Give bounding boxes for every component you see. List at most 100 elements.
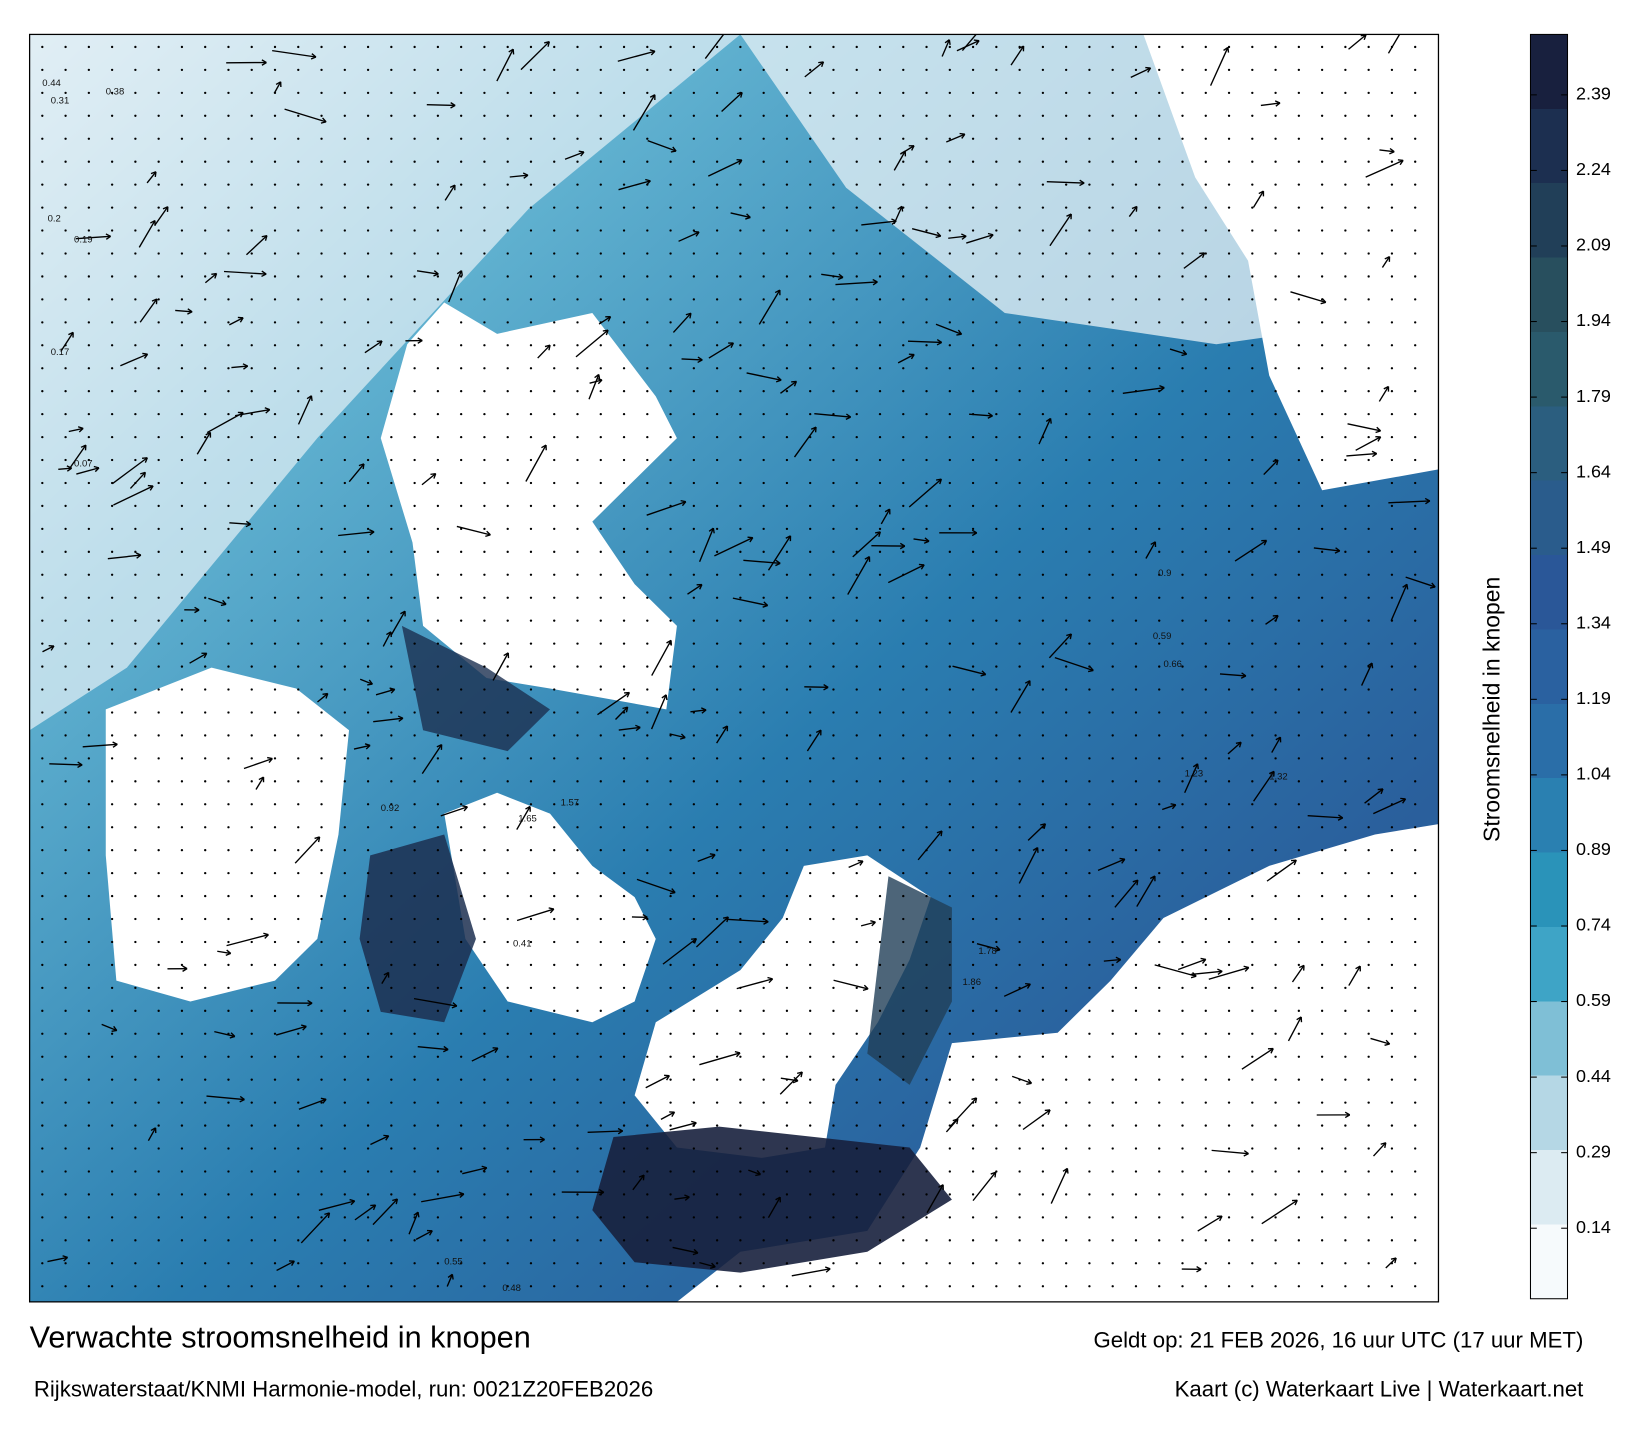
grid-dot xyxy=(204,1193,207,1196)
grid-dot xyxy=(1390,826,1394,829)
current-arrow xyxy=(1241,1048,1274,1070)
grid-dot xyxy=(576,206,579,209)
grid-dot xyxy=(483,986,486,990)
grid-dot xyxy=(1274,1216,1277,1219)
current-arrow xyxy=(618,180,651,191)
grid-dot xyxy=(343,114,346,117)
grid-dot xyxy=(1227,803,1231,806)
grid-dot xyxy=(785,45,789,49)
grid-dot xyxy=(878,894,882,898)
grid-dot xyxy=(436,1009,440,1012)
grid-dot xyxy=(715,1262,719,1265)
grid-dot xyxy=(320,826,323,829)
grid-dot xyxy=(762,390,765,393)
grid-dot xyxy=(413,45,416,49)
grid-dot xyxy=(995,504,998,508)
grid-dot xyxy=(1414,1078,1417,1081)
grid-dot xyxy=(785,963,789,967)
grid-dot xyxy=(413,229,416,232)
grid-dot xyxy=(436,940,440,944)
grid-dot xyxy=(1018,734,1021,737)
grid-dot xyxy=(762,596,765,599)
arrow-head xyxy=(239,1095,245,1101)
grid-dot xyxy=(529,894,533,898)
grid-dot xyxy=(1227,688,1231,691)
arrow-head xyxy=(77,764,83,769)
grid-dot xyxy=(343,1262,346,1265)
grid-dot xyxy=(1227,160,1231,163)
grid-dot xyxy=(715,344,719,347)
arrow-head xyxy=(767,976,773,980)
current-arrow xyxy=(893,150,906,171)
current-arrow xyxy=(681,358,703,361)
grid-dot xyxy=(669,1262,672,1265)
arrow-head xyxy=(494,1047,499,1053)
grid-dot xyxy=(809,275,812,278)
grid-dot xyxy=(1088,1147,1091,1150)
grid-dot xyxy=(785,688,789,691)
grid-dot xyxy=(1367,1170,1370,1173)
grid-dot xyxy=(1251,68,1254,72)
grid-dot xyxy=(1320,986,1324,990)
arrow-head xyxy=(594,373,600,379)
grid-dot xyxy=(1204,940,1207,944)
grid-dot xyxy=(1320,665,1324,668)
grid-dot xyxy=(227,1239,230,1242)
grid-dot xyxy=(902,1147,905,1150)
grid-dot xyxy=(87,114,91,117)
grid-dot xyxy=(366,1193,370,1196)
grid-dot xyxy=(622,1032,626,1035)
arrow-head xyxy=(261,234,268,238)
grid-dot xyxy=(529,642,533,645)
grid-dot xyxy=(436,390,440,393)
grid-dot xyxy=(1344,206,1347,209)
grid-dot xyxy=(902,367,905,370)
grid-dot xyxy=(273,344,277,347)
grid-dot xyxy=(1227,527,1231,531)
arrow-head xyxy=(598,1191,605,1196)
grid-dot xyxy=(902,1124,905,1127)
grid-dot xyxy=(809,734,812,737)
arrow-head xyxy=(680,733,686,739)
grid-dot xyxy=(762,1262,765,1265)
current-arrow xyxy=(746,372,782,381)
grid-dot xyxy=(1390,252,1394,255)
grid-dot xyxy=(1251,481,1254,485)
grid-dot xyxy=(1064,826,1068,829)
grid-dot xyxy=(436,1124,440,1127)
grid-dot xyxy=(41,229,44,232)
grid-dot xyxy=(739,68,742,72)
arrow-head xyxy=(433,273,439,277)
grid-dot xyxy=(157,160,160,163)
grid-dot xyxy=(762,1170,765,1173)
grid-dot xyxy=(809,367,812,370)
grid-dot xyxy=(1274,894,1277,898)
grid-dot xyxy=(506,711,509,714)
grid-dot xyxy=(483,1055,486,1058)
land xyxy=(676,824,1439,1302)
grid-dot xyxy=(1390,206,1394,209)
grid-dot xyxy=(1134,803,1138,806)
grid-dot xyxy=(1227,91,1231,94)
arrow-head xyxy=(1384,1043,1390,1046)
grid-dot xyxy=(273,1147,277,1150)
grid-dot xyxy=(459,940,463,944)
grid-dot xyxy=(483,550,486,553)
arrow-head xyxy=(681,501,687,507)
grid-dot xyxy=(1297,596,1301,599)
grid-dot xyxy=(1227,367,1231,370)
grid-dot xyxy=(1088,849,1091,852)
grid-dot xyxy=(506,550,509,553)
grid-dot xyxy=(436,734,440,737)
grid-dot xyxy=(1111,458,1114,462)
grid-dot xyxy=(297,780,300,783)
arrow-head xyxy=(712,528,715,534)
current-arrow xyxy=(907,340,942,344)
arrow-head xyxy=(1275,736,1281,741)
grid-dot xyxy=(1111,206,1114,209)
current-arrow xyxy=(698,527,714,562)
grid-dot xyxy=(250,504,253,508)
grid-dot xyxy=(553,940,556,944)
grid-dot xyxy=(646,275,649,278)
arrow-head xyxy=(460,270,463,276)
